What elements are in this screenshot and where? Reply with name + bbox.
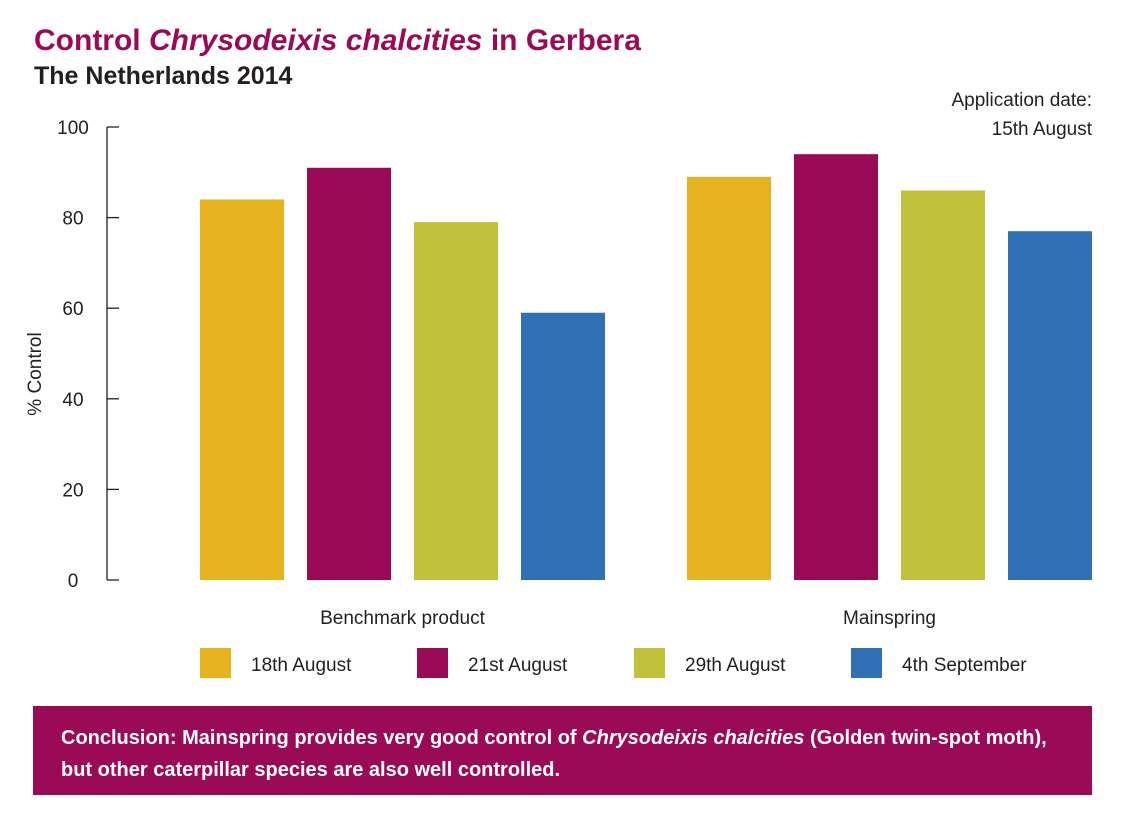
bar-0-0 [200, 199, 284, 581]
legend: 18th August 21st August 29th August 4th Sep… [200, 648, 1027, 678]
title-suffix: in Gerbera [482, 24, 641, 57]
bar-0-1 [307, 167, 391, 580]
bar-chart: 0 20 40 60 80 100 % Control Benchmark product… [25, 118, 1092, 678]
y-tick-label: 60 [62, 299, 83, 320]
legend-swatch [417, 648, 448, 678]
bar-1-3 [1008, 231, 1092, 580]
y-tick-label: 100 [57, 118, 89, 139]
bar-1-1 [794, 154, 878, 580]
y-tick-label: 40 [62, 390, 83, 411]
bar-1-0 [687, 176, 771, 580]
legend-swatch [200, 648, 231, 678]
application-date-note: Application date: 15th August [952, 86, 1093, 144]
y-tick-label: 80 [62, 209, 83, 230]
title-species: Chrysodeixis chalcities [148, 24, 483, 57]
note-line-2: 15th August [991, 119, 1092, 140]
bars [200, 154, 1092, 581]
conclusion-text-2: (Golden twin-spot moth), but other cater… [61, 727, 1047, 781]
bar-0-2 [414, 222, 498, 580]
title-prefix: Control [34, 24, 149, 57]
legend-label: 4th September [902, 655, 1027, 676]
y-tick-label: 0 [68, 571, 79, 592]
conclusion-species: Chrysodeixis chalcities [582, 727, 805, 749]
legend-swatch [634, 648, 665, 678]
conclusion-text: Conclusion: Mainspring provides very goo… [61, 727, 583, 749]
y-tick-label: 20 [62, 480, 83, 501]
chart-title: Control Chrysodeixis chalcities in Gerbe… [34, 24, 641, 58]
chart-subtitle: The Netherlands 2014 [34, 62, 293, 90]
category-label: Mainspring [843, 608, 936, 629]
bar-1-2 [901, 190, 985, 581]
conclusion-box: Conclusion: Mainspring provides very goo… [33, 706, 1092, 795]
legend-label: 29th August [685, 655, 786, 676]
legend-label: 21st August [468, 655, 568, 676]
category-labels: Benchmark product Mainspring [320, 608, 936, 629]
note-line-1: Application date: [951, 90, 1093, 111]
y-axis: 0 20 40 60 80 100 [57, 118, 119, 592]
category-label: Benchmark product [320, 608, 485, 629]
bar-0-3 [521, 312, 605, 580]
legend-swatch [851, 648, 882, 678]
legend-label: 18th August [251, 655, 352, 676]
y-axis-label: % Control [25, 332, 46, 415]
